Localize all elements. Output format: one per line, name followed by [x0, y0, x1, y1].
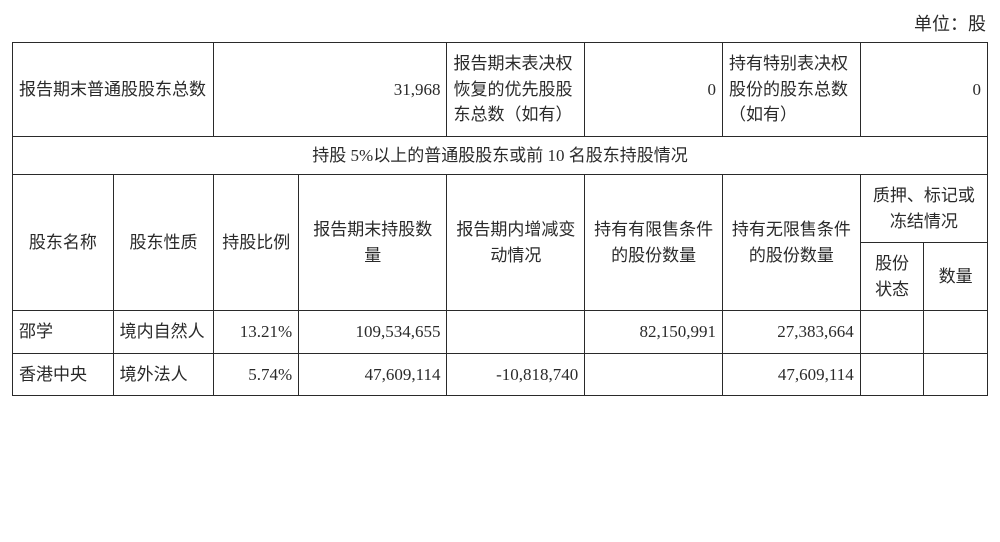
header-pledge-status: 股份状态	[860, 243, 924, 311]
cell-pledge-qty	[924, 353, 988, 396]
cell-end-qty: 109,534,655	[299, 311, 447, 354]
summary-value-3: 0	[860, 43, 987, 137]
unit-label: 单位：股	[12, 10, 988, 36]
section-heading-row: 持股 5%以上的普通股股东或前 10 名股东持股情况	[13, 136, 988, 175]
header-pledge-qty: 数量	[924, 243, 988, 311]
cell-ratio: 5.74%	[214, 353, 299, 396]
header-unrestricted: 持有无限售条件的股份数量	[723, 175, 861, 311]
summary-label-2: 报告期末表决权恢复的优先股股东总数（如有）	[447, 43, 585, 137]
cell-restricted: 82,150,991	[585, 311, 723, 354]
header-name: 股东名称	[13, 175, 114, 311]
cell-ratio: 13.21%	[214, 311, 299, 354]
header-nature: 股东性质	[113, 175, 214, 311]
header-change: 报告期内增减变动情况	[447, 175, 585, 311]
header-pledge-group: 质押、标记或冻结情况	[860, 175, 987, 243]
summary-label-3: 持有特别表决权股份的股东总数（如有）	[723, 43, 861, 137]
table-row: 邵学 境内自然人 13.21% 109,534,655 82,150,991 2…	[13, 311, 988, 354]
cell-unrestricted: 27,383,664	[723, 311, 861, 354]
summary-value-1: 31,968	[214, 43, 447, 137]
summary-label-1: 报告期末普通股股东总数	[13, 43, 214, 137]
summary-value-2: 0	[585, 43, 723, 137]
header-ratio: 持股比例	[214, 175, 299, 311]
cell-unrestricted: 47,609,114	[723, 353, 861, 396]
cell-nature: 境外法人	[113, 353, 214, 396]
cell-nature: 境内自然人	[113, 311, 214, 354]
cell-name: 香港中央	[13, 353, 114, 396]
cell-pledge-qty	[924, 311, 988, 354]
header-end-qty: 报告期末持股数量	[299, 175, 447, 311]
header-restricted: 持有有限售条件的股份数量	[585, 175, 723, 311]
cell-pledge-status	[860, 353, 924, 396]
summary-row: 报告期末普通股股东总数 31,968 报告期末表决权恢复的优先股股东总数（如有）…	[13, 43, 988, 137]
shareholder-table: 报告期末普通股股东总数 31,968 报告期末表决权恢复的优先股股东总数（如有）…	[12, 42, 988, 396]
cell-end-qty: 47,609,114	[299, 353, 447, 396]
cell-change: -10,818,740	[447, 353, 585, 396]
section-heading: 持股 5%以上的普通股股东或前 10 名股东持股情况	[13, 136, 988, 175]
cell-name: 邵学	[13, 311, 114, 354]
cell-pledge-status	[860, 311, 924, 354]
cell-restricted	[585, 353, 723, 396]
header-row-1: 股东名称 股东性质 持股比例 报告期末持股数量 报告期内增减变动情况 持有有限售…	[13, 175, 988, 243]
table-row: 香港中央 境外法人 5.74% 47,609,114 -10,818,740 4…	[13, 353, 988, 396]
cell-change	[447, 311, 585, 354]
